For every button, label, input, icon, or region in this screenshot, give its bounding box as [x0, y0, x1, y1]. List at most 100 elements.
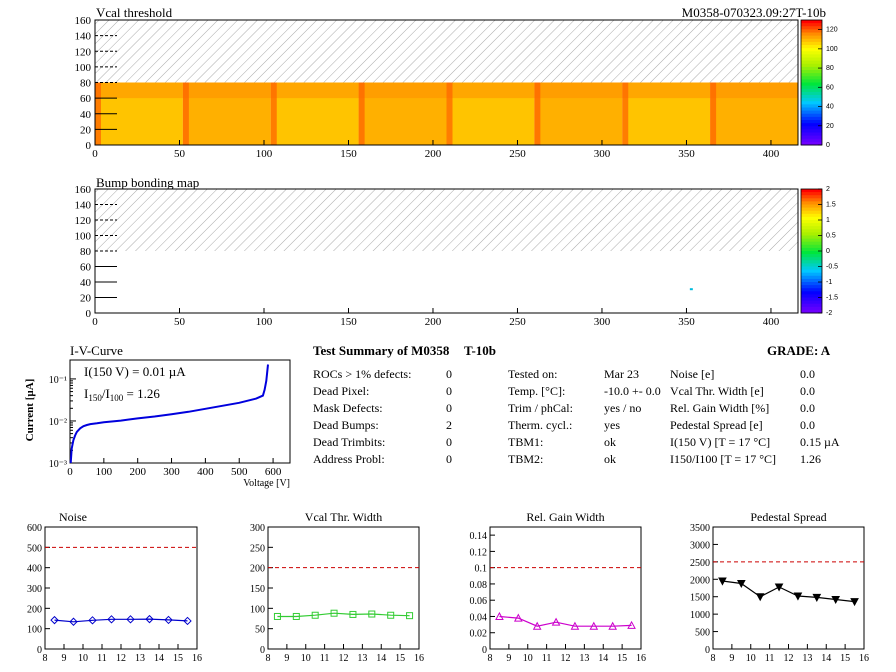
defect-label: Dead Pixel:: [313, 384, 370, 398]
data-point: [107, 615, 116, 624]
mini-x-tick-label: 8: [711, 653, 716, 664]
colorbar-band: [801, 244, 822, 249]
mini-y-tick-label: 100: [250, 604, 265, 615]
mini-y-tick-label: 0.1: [475, 564, 488, 575]
colorbar-band: [801, 129, 822, 133]
unbonded-region: [95, 189, 798, 251]
mini-x-tick-label: 9: [62, 653, 67, 664]
colorbar-band: [801, 238, 822, 243]
y-tick-label: 0: [86, 140, 92, 152]
parameter-value: 0.0: [800, 418, 815, 432]
colorbar-band: [801, 204, 822, 209]
colorbar-band: [801, 207, 822, 212]
colorbar-band: [801, 32, 822, 37]
mini-plot-2: Rel. Gain Width 8 9 10 11 12 13 14 15 16 0 0.02 0.04…: [470, 510, 647, 664]
mini-plot-title: Pedestal Spread: [750, 510, 826, 524]
data-point: [831, 596, 841, 605]
colorbar-band: [801, 29, 822, 33]
data-point: [627, 620, 636, 629]
data-point: [368, 610, 376, 618]
data-point: [850, 598, 859, 607]
mini-plot-frame: [712, 526, 865, 650]
unbonded-region: [95, 20, 798, 83]
colorbar-band: [801, 195, 822, 199]
colorbar-band: [801, 126, 822, 130]
mini-x-tick-label: 12: [784, 653, 794, 664]
mini-x-tick-label: 13: [135, 653, 145, 664]
x-tick-label: 400: [763, 316, 780, 328]
y-tick-label: 140: [75, 200, 92, 212]
mini-plot-3: Pedestal Spread 8 9 10 11 12 13 14 15 16 0 500 1000 1…: [690, 510, 869, 664]
mini-y-tick-label: 200: [250, 564, 265, 575]
colorbar-band: [801, 101, 822, 105]
parameter-label: I(150 V) [T = 17 °C]: [670, 435, 771, 449]
parameter-value: 0.0: [800, 401, 815, 415]
mini-plot-1: Vcal Thr. Width 8 9 10 11 12 13 14 15 16 0 50 100 150…: [250, 510, 424, 664]
mini-y-tick-label: 0.14: [470, 531, 488, 542]
condition-label: Therm. cycl.:: [508, 418, 573, 432]
colorbar-band: [801, 282, 822, 286]
mini-x-tick-label: 16: [414, 653, 424, 664]
colorbar-band: [801, 70, 822, 74]
colorbar-band: [801, 260, 822, 264]
colorbar-tick-label: 80: [826, 65, 834, 72]
y-tick-label: 40: [80, 277, 92, 289]
colorbar-band: [801, 275, 822, 280]
vcal-threshold-map: Vcal threshold M0358-070323.09:27T-10b 0…: [75, 5, 838, 160]
colorbar-tick-label: -2: [826, 310, 832, 317]
colorbar-band: [801, 51, 822, 55]
mini-y-tick-label: 200: [27, 604, 42, 615]
colorbar-band: [801, 123, 822, 127]
mini-x-tick-label: 16: [859, 653, 869, 664]
colorbar-band: [801, 135, 822, 140]
mini-x-tick-label: 15: [173, 653, 183, 664]
defect-label: Mask Defects:: [313, 401, 383, 415]
roc-edge: [182, 82, 271, 99]
data-point: [349, 610, 357, 618]
mini-plot-frame: [267, 526, 420, 650]
colorbar-band: [801, 57, 822, 62]
colorbar-band: [801, 35, 822, 40]
iv-x-tick-label: 300: [163, 466, 180, 478]
colorbar-band: [801, 189, 822, 193]
mini-y-tick-label: 0: [37, 645, 42, 656]
defect-label: ROCs > 1% defects:: [313, 367, 412, 381]
mini-x-tick-label: 11: [765, 653, 775, 664]
iv-x-tick-label: 0: [67, 466, 73, 478]
colorbar-band: [801, 198, 822, 202]
colorbar-band: [801, 226, 822, 230]
mini-x-tick-label: 14: [154, 653, 164, 664]
iv-ylabel: Current [µA]: [24, 379, 36, 442]
colorbar-tick-label: 60: [826, 84, 834, 91]
roc-column-edge: [270, 82, 277, 145]
colorbar-band: [801, 232, 822, 236]
colorbar-tick-label: -1.5: [826, 295, 838, 302]
defect-label: Dead Bumps:: [313, 418, 379, 432]
mini-y-tick-label: 600: [27, 523, 42, 534]
condition-label: TBM2:: [508, 452, 544, 466]
data-point: [513, 613, 523, 622]
x-tick-label: 50: [174, 316, 186, 328]
iv-y-tick-label: 10⁻¹: [49, 375, 67, 386]
data-point: [755, 593, 765, 602]
data-point: [183, 616, 192, 626]
x-tick-label: 250: [509, 148, 526, 160]
colorbar-band: [801, 116, 822, 121]
mini-y-tick-label: 1500: [690, 593, 710, 604]
x-tick-label: 250: [509, 316, 526, 328]
colorbar-band: [801, 85, 822, 90]
defect-value: 0: [446, 367, 452, 381]
y-tick-label: 120: [75, 215, 92, 227]
colorbar-band: [801, 297, 822, 302]
roc-edge: [710, 82, 798, 99]
roc-column-edge: [622, 82, 629, 145]
condition-label: Temp. [°C]:: [508, 384, 566, 398]
mini-plot-title: Rel. Gain Width: [526, 510, 604, 524]
iv-x-tick-label: 200: [129, 466, 146, 478]
colorbar-band: [801, 41, 822, 46]
mini-x-tick-label: 8: [488, 653, 493, 664]
colorbar-band: [801, 247, 822, 252]
mini-x-tick-label: 10: [78, 653, 88, 664]
mini-y-tick-label: 100: [27, 625, 42, 636]
mini-x-tick-label: 14: [821, 653, 831, 664]
